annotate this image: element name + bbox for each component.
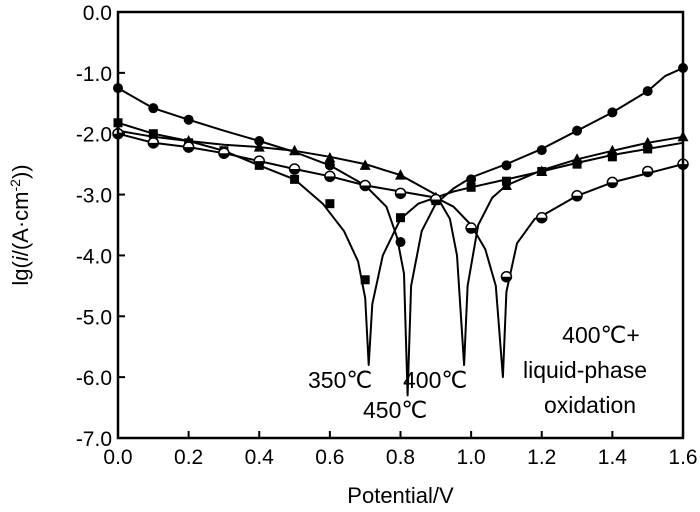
y-axis-label: lg(i/(A·cm-2)): [7, 164, 33, 285]
data-point-400-liquid-phase-oxidation: [500, 270, 513, 283]
x-tick-label: 0.4: [245, 446, 275, 469]
data-point-400: [359, 159, 371, 170]
data-point-400: [642, 136, 654, 148]
data-point-400-liquid-phase-oxidation: [253, 155, 265, 167]
data-point-350: [290, 174, 300, 184]
data-point-400-liquid-phase-oxidation: [147, 137, 160, 149]
x-tick-label: 0.2: [174, 446, 203, 469]
y-tick-label: -3.0: [76, 185, 112, 208]
data-point-400-liquid-phase-oxidation: [359, 179, 371, 192]
x-tick-label: 1.6: [668, 446, 697, 469]
data-point-400: [395, 169, 406, 180]
x-tick-label: 0.6: [315, 446, 344, 469]
x-ticks: 0.0 0.2 0.4 0.6 0.8 1.0 1.2 1.4 1.6: [103, 431, 698, 469]
data-point-450: [466, 174, 477, 185]
data-point-400: [324, 152, 336, 163]
series-line-450: [117, 67, 684, 397]
data-point-400-liquid-phase-oxidation: [641, 165, 654, 178]
data-point-400-liquid-phase-oxidation: [324, 170, 336, 183]
annotation-350: 350℃: [308, 367, 372, 393]
y-label-prefix: lg(: [8, 260, 33, 285]
data-point-400: [536, 165, 548, 176]
y-label-exponent: -2: [7, 179, 23, 192]
data-point-400-liquid-phase-oxidation: [536, 211, 548, 224]
data-point-350: [572, 159, 582, 169]
x-tick-label: 1.0: [457, 446, 486, 469]
y-label-suffix: )): [8, 164, 33, 179]
y-tick-label: 0.0: [83, 2, 112, 25]
data-point-350: [325, 199, 335, 209]
data-point-450: [642, 86, 653, 97]
data-point-450: [324, 160, 335, 171]
x-tick-label: 1.4: [598, 446, 628, 469]
data-point-450: [572, 125, 583, 136]
y-ticks: 0.0 -1.0 -2.0 -3.0 -4.0 -5.0 -6.0 -7.0: [76, 2, 125, 451]
data-point-400: [606, 144, 618, 156]
data-point-400-liquid-phase-oxidation: [218, 147, 230, 159]
data-point-400: [500, 179, 512, 190]
data-point-450: [607, 107, 618, 118]
data-point-400: [289, 144, 301, 156]
data-point-400: [253, 141, 265, 152]
data-point-350: [643, 144, 653, 154]
y-tick-label: -1.0: [76, 63, 112, 86]
data-point-450: [395, 237, 406, 248]
data-point-450: [183, 114, 194, 125]
y-tick-label: -6.0: [76, 367, 112, 390]
data-point-400-liquid-phase-oxidation: [465, 222, 477, 234]
y-label-symbol: i: [8, 255, 33, 261]
series-line-350: [117, 121, 684, 366]
y-tick-label: -5.0: [76, 306, 112, 329]
annotation-400-liquid-phase-oxidation: oxidation: [544, 392, 636, 418]
x-tick-label: 1.2: [527, 446, 556, 469]
data-point-400-liquid-phase-oxidation: [571, 190, 583, 202]
annotation-400-liquid-phase-oxidation: 400℃+: [562, 322, 640, 348]
data-point-400-liquid-phase-oxidation: [394, 187, 407, 200]
data-point-400-liquid-phase-oxidation: [430, 193, 442, 206]
annotation-450: 450℃: [363, 397, 427, 423]
data-point-450: [501, 160, 512, 171]
x-tick-label: 0.8: [386, 446, 415, 469]
data-point-350: [396, 213, 405, 223]
y-tick-label: -4.0: [76, 245, 112, 268]
markers-layer: [112, 62, 689, 285]
data-point-400: [571, 153, 583, 164]
annotation-400-liquid-phase-oxidation: liquid-phase: [523, 357, 647, 383]
x-tick-label: 0.0: [103, 446, 132, 469]
data-point-350: [360, 275, 370, 285]
y-label-units: /(A·cm: [8, 192, 33, 257]
data-point-400-liquid-phase-oxidation: [606, 176, 619, 189]
data-point-450: [254, 136, 265, 147]
series-line-400: [117, 129, 684, 366]
data-point-400-liquid-phase-oxidation: [182, 141, 195, 153]
annotation-400: 400℃: [403, 367, 467, 393]
y-tick-label: -2.0: [76, 124, 112, 147]
data-point-350: [607, 152, 617, 162]
data-point-450: [148, 103, 159, 114]
y-tick-label: -7.0: [76, 428, 112, 451]
x-axis-label: Potential/V: [347, 483, 454, 508]
annotations: 350℃ 450℃ 400℃ 400℃+ liquid-phase oxidation: [308, 322, 647, 423]
data-point-400-liquid-phase-oxidation: [288, 163, 301, 175]
data-point-350: [466, 182, 476, 192]
data-point-450: [536, 145, 547, 156]
